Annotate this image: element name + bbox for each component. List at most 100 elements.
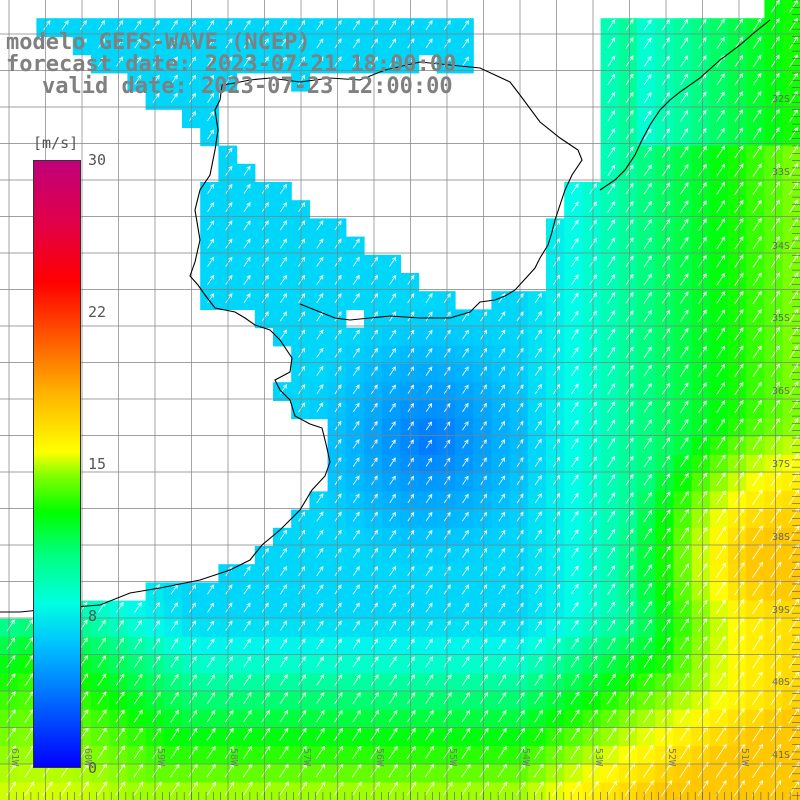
field-cell — [400, 455, 420, 474]
wind-arrow — [515, 745, 526, 760]
wind-arrow — [370, 638, 379, 650]
wind-arrow — [425, 709, 434, 723]
field-cell — [637, 691, 656, 711]
field-cell — [273, 291, 292, 310]
wind-arrow — [679, 164, 689, 177]
field-cell — [436, 600, 456, 620]
wind-arrow — [225, 74, 233, 85]
wind-arrow — [461, 656, 470, 668]
wind-arrow — [479, 745, 489, 760]
field-cell — [600, 728, 620, 747]
field-cell — [400, 273, 420, 292]
wind-arrow — [716, 73, 725, 86]
field-cell — [18, 728, 37, 747]
wind-arrow — [571, 438, 579, 449]
field-cell — [527, 473, 547, 492]
field-cell — [491, 709, 511, 729]
wind-arrow — [298, 19, 306, 31]
wind-arrow — [607, 601, 616, 613]
wind-arrow — [534, 438, 542, 449]
field-cell — [491, 637, 511, 656]
field-cell — [582, 400, 602, 420]
wind-arrow — [752, 217, 762, 232]
wind-arrow — [479, 781, 490, 796]
wind-arrow — [679, 218, 689, 232]
field-cell — [728, 473, 747, 492]
wind-arrow — [643, 455, 652, 468]
field-cell — [273, 637, 292, 656]
field-cell — [582, 491, 602, 511]
field-cell — [345, 746, 365, 765]
wind-arrow — [334, 384, 342, 395]
wind-arrow — [352, 457, 360, 467]
field-cell — [564, 527, 583, 547]
wind-arrow — [334, 529, 342, 540]
wind-arrow — [388, 674, 397, 686]
field-cell — [582, 473, 602, 492]
wind-arrow — [334, 638, 342, 650]
wind-arrow — [643, 419, 652, 432]
wind-arrow — [752, 272, 762, 286]
wind-arrow — [370, 692, 379, 705]
field-cell — [564, 618, 583, 638]
field-cell — [637, 618, 656, 638]
field-cell — [564, 218, 583, 238]
field-cell — [764, 600, 784, 620]
wind-arrow — [607, 146, 616, 158]
field-cell — [163, 728, 183, 747]
field-cell — [200, 709, 219, 729]
field-cell — [309, 618, 329, 638]
wind-arrow — [261, 220, 269, 231]
field-cell — [564, 728, 583, 747]
wind-arrow — [680, 19, 689, 31]
field-cell — [163, 764, 183, 784]
wind-arrow — [571, 201, 579, 213]
field-cell — [291, 382, 310, 401]
field-cell — [418, 709, 438, 729]
field-cell — [764, 382, 784, 401]
wind-arrow — [425, 638, 433, 650]
wind-arrow — [352, 365, 360, 376]
field-cell — [455, 455, 474, 474]
wind-arrow — [515, 781, 526, 796]
field-cell — [509, 473, 529, 492]
field-cell — [400, 527, 420, 547]
field-cell — [273, 618, 292, 638]
wind-arrow — [134, 19, 142, 31]
field-cell — [400, 728, 420, 747]
wind-arrow — [170, 19, 178, 31]
wind-arrow — [207, 620, 215, 631]
field-cell — [582, 746, 602, 765]
wind-arrow — [534, 475, 542, 486]
field-cell — [600, 546, 620, 565]
field-cell — [291, 364, 310, 383]
field-cell — [327, 218, 347, 238]
field-cell — [582, 637, 602, 656]
wind-arrow — [279, 383, 287, 395]
field-cell — [382, 618, 401, 638]
field-cell — [637, 673, 656, 693]
wind-arrow — [334, 438, 342, 449]
wind-arrow — [352, 745, 362, 760]
field-cell — [163, 18, 183, 37]
wind-arrow — [607, 510, 616, 522]
wind-arrow — [334, 292, 342, 304]
wind-arrow — [316, 638, 324, 650]
wind-arrow — [643, 291, 652, 304]
wind-arrow — [679, 200, 689, 213]
wind-arrow — [643, 564, 653, 577]
wind-arrow — [334, 347, 342, 358]
field-cell — [491, 582, 511, 602]
wind-arrow — [225, 692, 234, 705]
field-cell — [582, 582, 602, 602]
field-cell — [163, 54, 183, 74]
wind-arrow — [133, 709, 143, 723]
colorbar — [33, 160, 81, 768]
wind-arrow — [571, 565, 579, 577]
field-cell — [527, 582, 547, 602]
field-cell — [91, 18, 110, 37]
wind-arrow — [552, 745, 562, 760]
wind-arrow — [207, 74, 215, 85]
field-cell — [564, 418, 583, 438]
wind-arrow — [425, 656, 434, 668]
